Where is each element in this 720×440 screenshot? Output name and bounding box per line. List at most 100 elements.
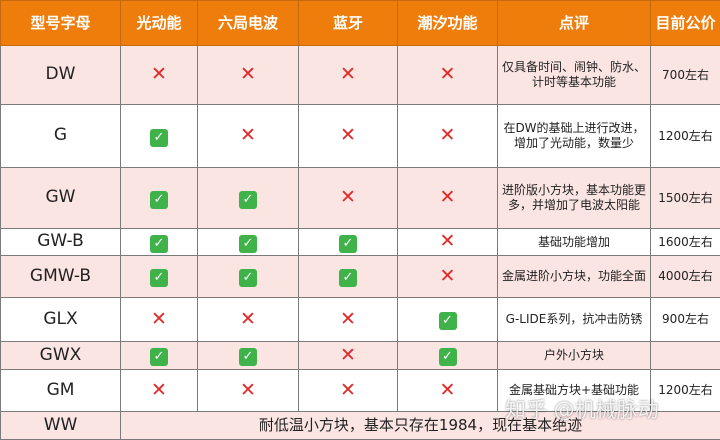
cross-icon: ✕	[439, 378, 456, 401]
check-icon: ✓	[339, 234, 357, 253]
cross-icon: ✕	[240, 307, 256, 330]
feature-cell: ✕	[120, 45, 198, 105]
cross-icon: ✕	[240, 124, 256, 146]
feature-cell: ✓	[197, 341, 299, 370]
feature-cell: ✕	[298, 104, 398, 168]
feature-cell: ✕	[397, 167, 498, 229]
feature-cell: ✕	[397, 228, 498, 256]
feature-cell: ✕	[397, 45, 498, 105]
check-icon: ✓	[438, 348, 457, 366]
model-cell: GM	[0, 369, 121, 412]
check-icon: ✓	[150, 234, 168, 253]
feature-cell: ✓	[298, 255, 398, 298]
feature-cell: ✓	[298, 228, 398, 256]
cross-icon: ✕	[340, 307, 356, 330]
comment-cell: 户外小方块	[497, 341, 651, 370]
comment-cell: 金属进阶小方块，功能全面	[497, 255, 651, 298]
feature-cell: ✓	[197, 167, 299, 229]
check-icon: ✓	[239, 234, 257, 253]
price-cell: 700左右	[650, 45, 720, 105]
comment-cell: 耐低温小方块，基本只存在1984，现在基本绝迹	[120, 411, 720, 440]
feature-cell: ✓	[197, 255, 299, 298]
feature-cell: ✕	[397, 104, 498, 168]
feature-cell: ✕	[298, 369, 398, 412]
cross-icon: ✕	[439, 264, 456, 287]
column-header: 潮汐功能	[397, 0, 498, 46]
feature-cell: ✕	[120, 297, 198, 342]
column-header: 光动能	[120, 0, 198, 46]
table-row: GWX ✓ ✓ ✕ ✓ 户外小方块	[0, 341, 720, 370]
feature-cell: ✓	[120, 104, 198, 168]
model-cell: G	[0, 104, 121, 168]
comment-cell: 金属基础方块+基础功能	[497, 369, 651, 412]
model-cell: GW-B	[0, 228, 121, 256]
comment-cell: 仅具备时间、闹钟、防水、计时等基本功能	[497, 45, 651, 105]
feature-cell: ✕	[197, 369, 299, 412]
feature-cell: ✓	[397, 297, 498, 342]
cross-icon: ✕	[439, 124, 456, 146]
price-cell: 1200左右	[650, 104, 720, 168]
feature-cell: ✓	[120, 167, 198, 229]
check-icon: ✓	[239, 348, 257, 366]
check-icon: ✓	[438, 312, 457, 330]
cross-icon: ✕	[340, 378, 356, 401]
feature-cell: ✕	[397, 369, 498, 412]
column-header: 六局电波	[197, 0, 299, 46]
check-icon: ✓	[239, 190, 257, 209]
feature-cell: ✓	[397, 341, 498, 370]
feature-cell: ✓	[120, 341, 198, 370]
feature-cell: ✕	[298, 167, 398, 229]
model-cell: GW	[0, 167, 121, 229]
check-icon: ✓	[150, 128, 168, 147]
model-cell: GLX	[0, 297, 121, 342]
comment-cell: 进阶版小方块，基本功能更多，并增加了电波太阳能	[497, 167, 651, 229]
cross-icon: ✕	[151, 63, 167, 85]
cross-icon: ✕	[240, 378, 256, 401]
check-icon: ✓	[239, 269, 257, 287]
cross-icon: ✕	[439, 230, 456, 252]
feature-cell: ✕	[197, 45, 299, 105]
feature-cell: ✕	[397, 255, 498, 298]
model-cell: WW	[0, 411, 121, 440]
model-cell: GWX	[0, 341, 121, 370]
price-cell: 4000左右	[650, 255, 720, 298]
table-row: GM ✕ ✕ ✕ ✕ 金属基础方块+基础功能 1200左右	[0, 369, 720, 412]
table-row: GMW-B ✓ ✓ ✓ ✕ 金属进阶小方块，功能全面 4000左右	[0, 255, 720, 298]
price-cell: 1600左右	[650, 228, 720, 256]
feature-cell: ✕	[298, 341, 398, 370]
feature-cell: ✓	[197, 228, 299, 256]
feature-cell: ✕	[197, 104, 299, 168]
feature-cell: ✕	[298, 297, 398, 342]
check-icon: ✓	[150, 269, 168, 287]
price-cell: 1500左右	[650, 167, 720, 229]
comment-cell: G-LIDE系列，抗冲击防锈	[497, 297, 651, 342]
column-header: 点评	[497, 0, 651, 46]
column-header: 目前公价	[650, 0, 720, 46]
model-cell: GMW-B	[0, 255, 121, 298]
comment-cell: 基础功能增加	[497, 228, 651, 256]
feature-cell: ✕	[298, 45, 398, 105]
column-header: 型号字母	[0, 0, 121, 46]
model-cell: DW	[0, 45, 121, 105]
cross-icon: ✕	[439, 63, 456, 85]
cross-icon: ✕	[240, 63, 256, 85]
feature-cell: ✓	[120, 228, 198, 256]
table-row: GLX ✕ ✕ ✕ ✓ G-LIDE系列，抗冲击防锈 900左右	[0, 297, 720, 342]
check-icon: ✓	[150, 348, 168, 366]
feature-cell: ✕	[120, 369, 198, 412]
table-row: GW ✓ ✓ ✕ ✕ 进阶版小方块，基本功能更多，并增加了电波太阳能 1500左右	[0, 167, 720, 229]
cross-icon: ✕	[340, 124, 356, 146]
table-row: G ✓ ✕ ✕ ✕ 在DW的基础上进行改进，增加了光动能，数量少 1200左右	[0, 104, 720, 168]
table-row: WW 耐低温小方块，基本只存在1984，现在基本绝迹	[0, 411, 720, 440]
table-row: GW-B ✓ ✓ ✓ ✕ 基础功能增加 1600左右	[0, 228, 720, 256]
cross-icon: ✕	[151, 307, 167, 330]
feature-cell: ✕	[197, 297, 299, 342]
cross-icon: ✕	[151, 378, 167, 401]
check-icon: ✓	[339, 269, 357, 287]
price-cell	[650, 341, 720, 370]
cross-icon: ✕	[340, 63, 356, 85]
cross-icon: ✕	[340, 186, 356, 208]
table-row: DW ✕ ✕ ✕ ✕ 仅具备时间、闹钟、防水、计时等基本功能 700左右	[0, 45, 720, 105]
price-cell: 1200左右	[650, 369, 720, 412]
